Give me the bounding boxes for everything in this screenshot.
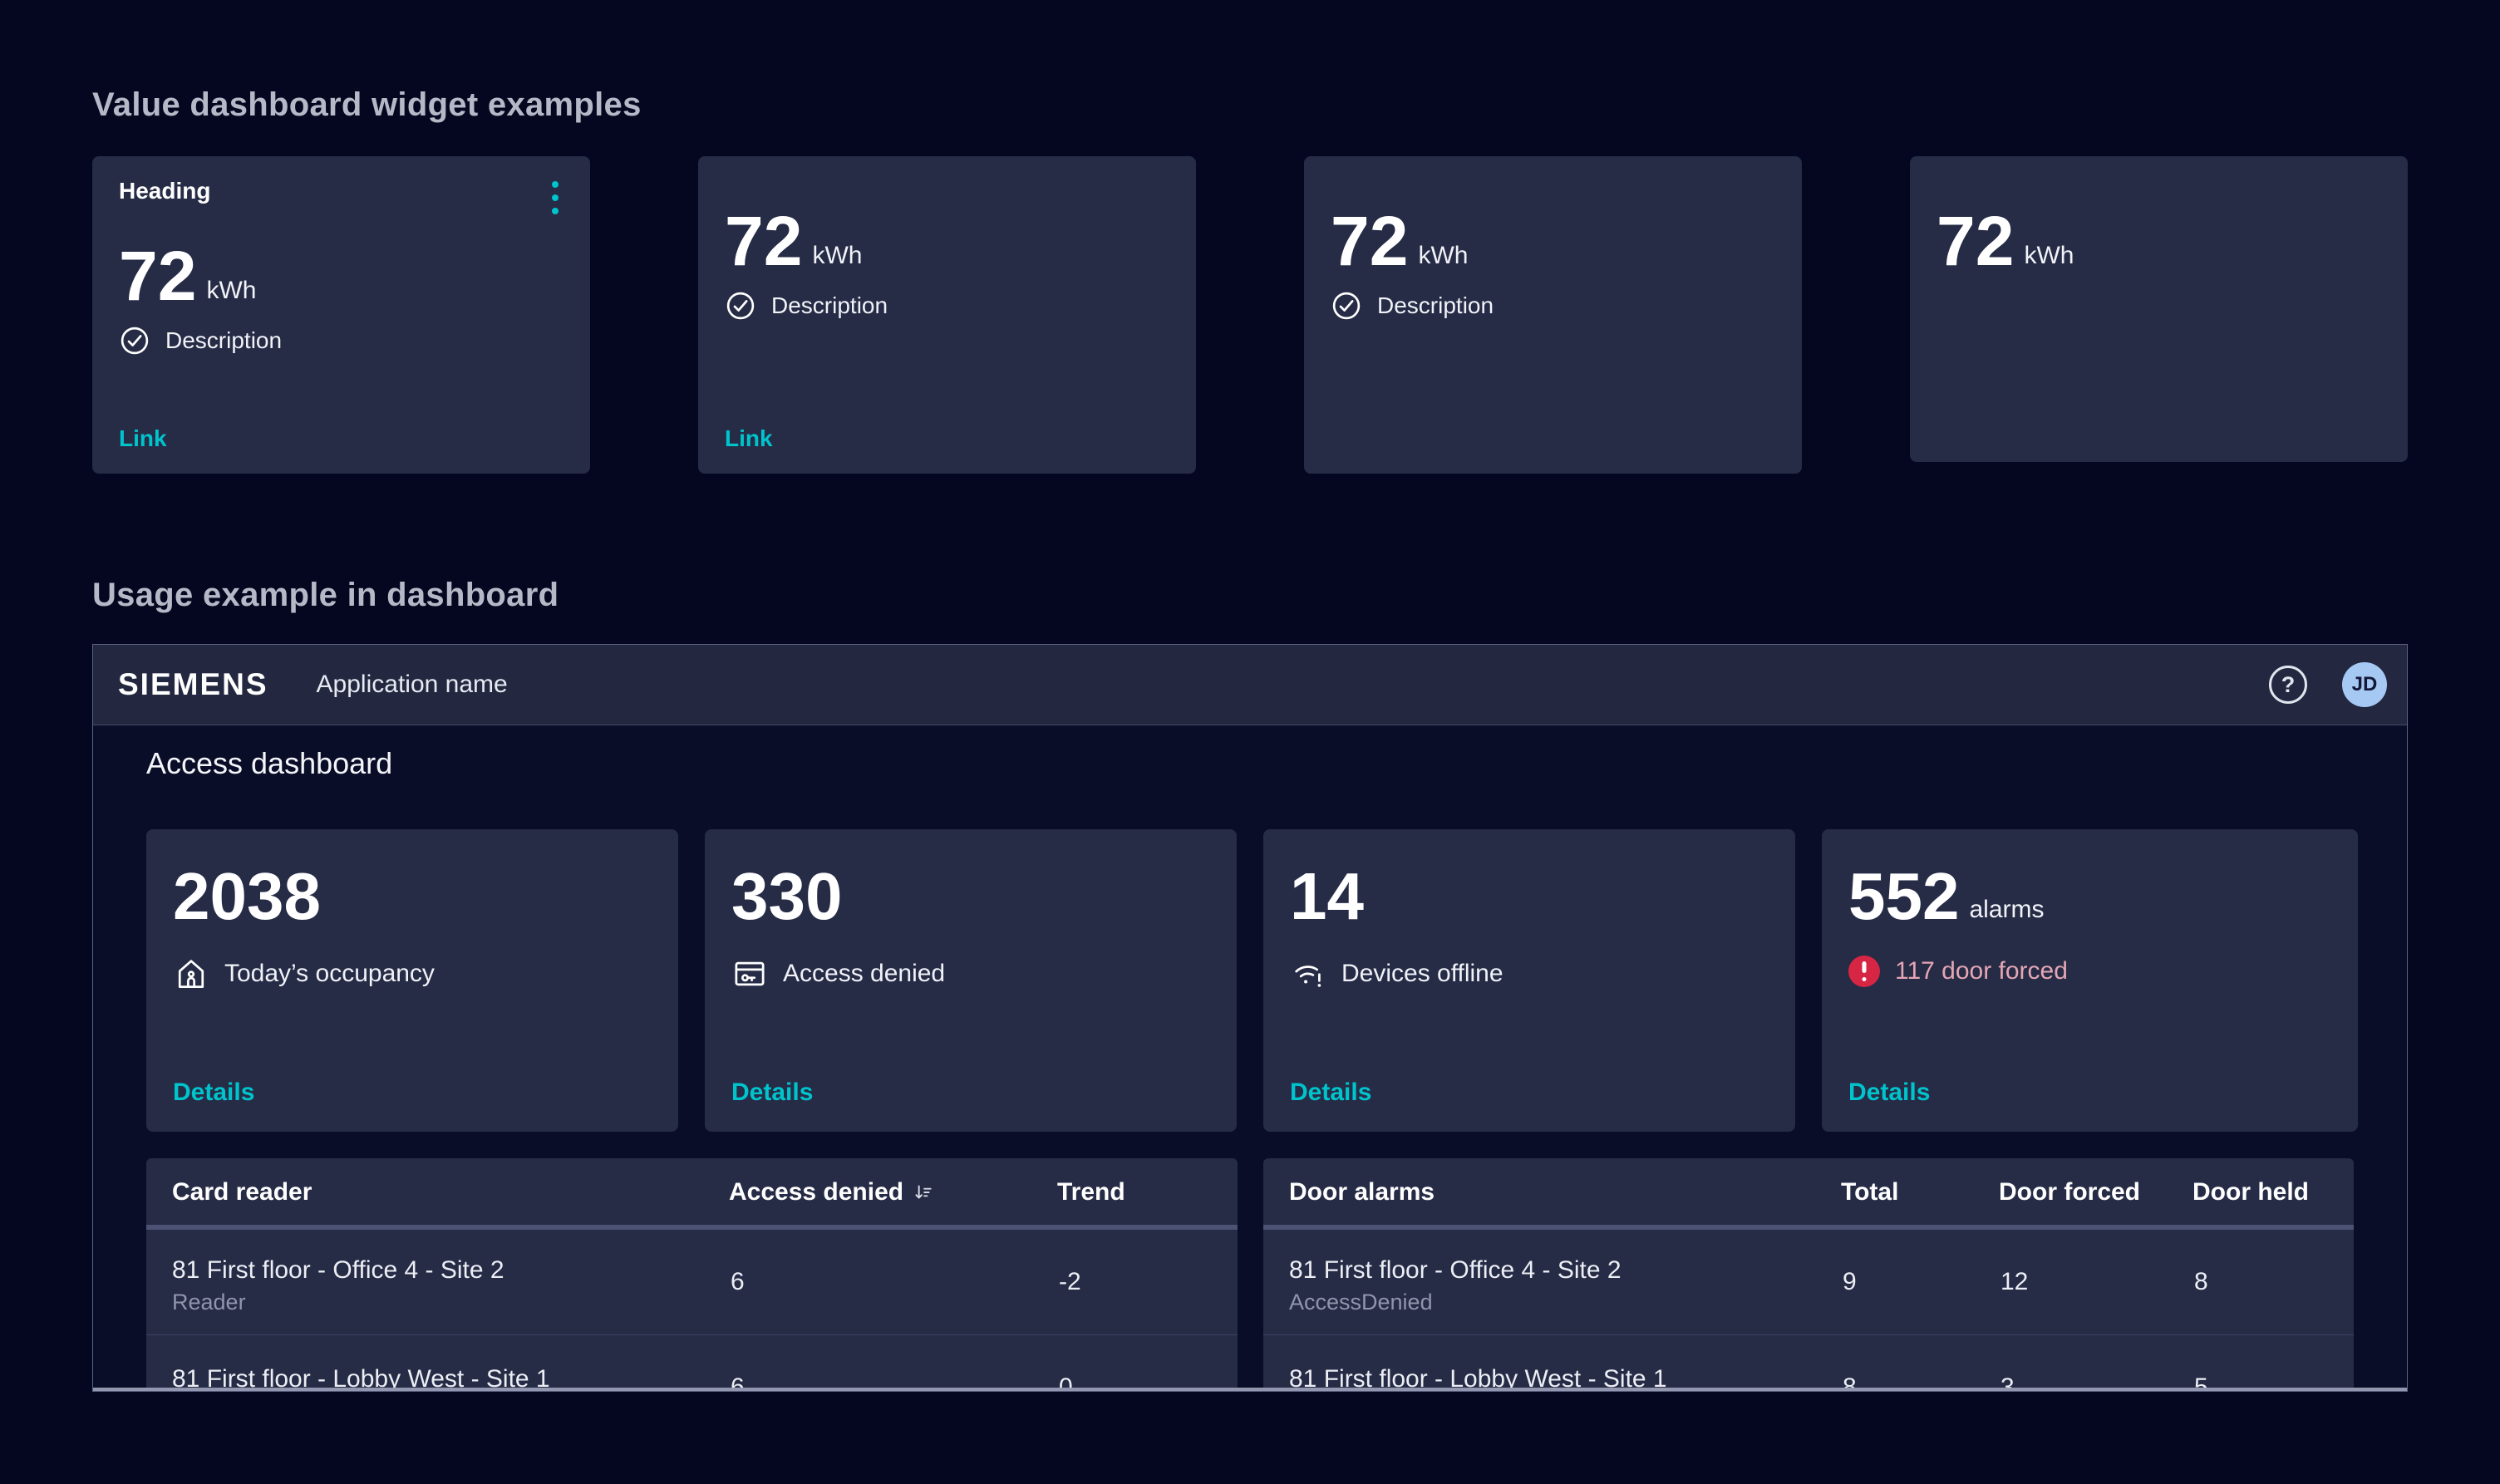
column-header-access-denied[interactable]: Access denied: [729, 1178, 933, 1206]
check-circle-icon: [121, 327, 149, 355]
kpi-value: 552: [1848, 859, 1960, 933]
help-icon[interactable]: ?: [2269, 666, 2307, 704]
wifi-offline-icon: [1295, 965, 1321, 987]
cell-door-held: 8: [2194, 1268, 2208, 1295]
widget-value: 72: [1937, 202, 2015, 280]
column-header-trend[interactable]: Trend: [1057, 1178, 1125, 1206]
row-title: 81 First floor - Lobby West - Site 1: [1289, 1365, 1667, 1392]
table-header-row: Door alarms Total Door forced Door held: [1263, 1158, 2354, 1225]
widget-unit: kWh: [206, 277, 257, 305]
sort-descending-icon: [915, 1185, 932, 1199]
widget-value: 72: [1331, 202, 1409, 280]
application-name: Application name: [316, 671, 508, 698]
card-reader-icon: [735, 961, 765, 985]
door-alarms-table: Door alarms Total Door forced Door held …: [1263, 1158, 2354, 1392]
widget-link[interactable]: Link: [725, 425, 773, 451]
usage-section-title: Usage example in dashboard: [92, 577, 559, 613]
kpi-label-text: Devices offline: [1341, 959, 1503, 987]
column-header-door-forced[interactable]: Door forced: [1999, 1178, 2141, 1206]
cell-door-forced: 3: [2000, 1373, 2015, 1392]
table-row[interactable]: 81 First floor - Lobby West - Site 1 8 3…: [1263, 1334, 2354, 1392]
app-header: SIEMENS Application name ? JD: [93, 645, 2407, 725]
kpi-details-link[interactable]: Details: [1290, 1079, 1372, 1106]
widget-link[interactable]: Link: [119, 425, 167, 451]
cell-total: 9: [1843, 1268, 1857, 1295]
widget-unit: kWh: [812, 242, 863, 270]
siemens-logo: SIEMENS: [118, 667, 268, 701]
row-title: 81 First floor - Office 4 - Site 2: [172, 1256, 504, 1284]
cell-trend: 0: [1059, 1373, 1073, 1392]
dashboard-frame: SIEMENS Application name ? JD Access das…: [92, 644, 2408, 1392]
kpi-card-access-denied: 330 Access denied Details: [705, 829, 1237, 1132]
column-header-door-alarms[interactable]: Door alarms: [1289, 1178, 1435, 1206]
row-title: 81 First floor - Lobby West - Site 1: [172, 1365, 550, 1392]
kpi-details-link[interactable]: Details: [1848, 1079, 1931, 1106]
table-row[interactable]: 81 First floor - Office 4 - Site 2 Acces…: [1263, 1230, 2354, 1334]
value-widget-card: 72 kWh Description Link: [698, 156, 1196, 474]
kpi-value: 330: [731, 859, 843, 933]
kebab-menu-icon[interactable]: [547, 178, 563, 218]
check-circle-icon: [726, 292, 755, 320]
kpi-label-text: Today’s occupancy: [224, 959, 435, 987]
cell-total: 8: [1843, 1373, 1857, 1392]
widget-description: Description: [165, 327, 283, 354]
check-circle-icon: [1332, 292, 1361, 320]
kpi-card-alarms: 552 alarms 117 door forced Details: [1822, 829, 2358, 1132]
widget-value: 72: [119, 237, 197, 315]
cell-access-denied: 6: [731, 1373, 745, 1392]
kpi-value: 14: [1290, 859, 1364, 933]
column-header-card-reader[interactable]: Card reader: [172, 1178, 312, 1206]
kpi-value: 2038: [173, 859, 321, 933]
table-header-divider: [1263, 1225, 2354, 1230]
value-widget-card: 72 kWh: [1910, 156, 2408, 462]
alert-icon: [1848, 955, 1880, 987]
column-header-total[interactable]: Total: [1841, 1178, 1899, 1206]
cell-trend: -2: [1059, 1268, 1081, 1295]
occupancy-house-icon: [178, 959, 204, 988]
value-widget-card: 72 kWh Description: [1304, 156, 1802, 474]
avatar[interactable]: JD: [2342, 662, 2387, 707]
value-widget-card: Heading 72 kWh Description Link: [92, 156, 590, 474]
card-reader-table: Card reader Access denied Trend 81 First…: [146, 1158, 1238, 1392]
dashboard-title: Access dashboard: [146, 746, 393, 780]
frame-bottom-scrollbar[interactable]: [93, 1388, 2407, 1391]
row-subtitle: Reader: [172, 1290, 246, 1314]
kpi-unit: alarms: [1969, 895, 2045, 923]
cell-access-denied: 6: [731, 1268, 745, 1295]
table-row[interactable]: 81 First floor - Lobby West - Site 1 6 0: [146, 1334, 1238, 1392]
kpi-details-link[interactable]: Details: [173, 1079, 255, 1106]
kpi-label-text: 117 door forced: [1895, 956, 2068, 985]
row-subtitle: AccessDenied: [1289, 1290, 1433, 1314]
row-title: 81 First floor - Office 4 - Site 2: [1289, 1256, 1622, 1284]
widget-description: Description: [1377, 292, 1494, 319]
widgets-section-title: Value dashboard widget examples: [92, 86, 642, 123]
table-header-divider: [146, 1225, 1238, 1230]
table-header-row: Card reader Access denied Trend: [146, 1158, 1238, 1225]
column-header-door-held[interactable]: Door held: [2192, 1178, 2309, 1206]
kpi-details-link[interactable]: Details: [731, 1079, 814, 1106]
kpi-label-text: Access denied: [783, 959, 946, 987]
widget-description: Description: [771, 292, 888, 319]
column-header-label: Access denied: [729, 1178, 904, 1206]
widget-unit: kWh: [2024, 242, 2074, 270]
widget-value: 72: [725, 202, 803, 280]
widget-heading: Heading: [119, 178, 211, 204]
widget-unit: kWh: [1418, 242, 1469, 270]
kpi-card-occupancy: 2038 Today’s occupancy Details: [146, 829, 678, 1132]
cell-door-forced: 12: [2000, 1268, 2029, 1295]
cell-door-held: 5: [2194, 1373, 2208, 1392]
kpi-card-devices-offline: 14 Devices offline Details: [1263, 829, 1795, 1132]
table-row[interactable]: 81 First floor - Office 4 - Site 2 Reade…: [146, 1230, 1238, 1334]
